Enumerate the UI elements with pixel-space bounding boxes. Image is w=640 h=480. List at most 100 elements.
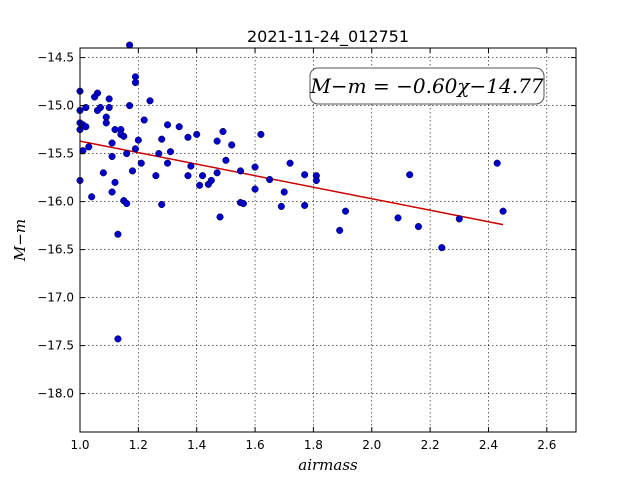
- data-point: [198, 172, 207, 180]
- data-point: [99, 169, 107, 177]
- data-point: [286, 159, 294, 167]
- data-points: [76, 41, 507, 343]
- y-axis-label: M−m: [11, 219, 29, 262]
- data-point: [79, 147, 87, 155]
- data-point: [91, 93, 99, 101]
- data-point: [216, 213, 224, 221]
- data-point: [105, 103, 113, 112]
- y-tick-label: −16.5: [37, 243, 74, 257]
- data-point: [213, 137, 221, 145]
- y-tick-label: −15.5: [37, 147, 74, 161]
- data-point: [341, 207, 350, 215]
- data-point: [108, 152, 116, 161]
- y-tick-label: −15.0: [37, 99, 74, 113]
- x-tick-label: 2.4: [479, 438, 498, 452]
- data-point: [251, 185, 259, 193]
- data-point: [102, 119, 110, 127]
- data-point: [406, 171, 414, 179]
- data-point: [146, 97, 154, 105]
- data-point: [213, 169, 221, 177]
- data-point: [108, 139, 116, 147]
- y-tick-label: −14.5: [37, 51, 74, 65]
- data-point: [438, 244, 446, 252]
- data-point: [251, 163, 259, 171]
- data-point: [111, 178, 119, 186]
- data-point: [114, 230, 122, 238]
- data-point: [120, 132, 128, 140]
- data-point: [493, 159, 501, 167]
- data-point: [114, 335, 122, 343]
- annotation-text: M−m = −0.60χ−14.77: [309, 74, 543, 98]
- data-point: [105, 95, 113, 103]
- y-axis-ticks: −14.5 −15.0 −15.5 −16.0 −16.5 −17.0 −17.5 −18.0: [37, 51, 576, 401]
- y-tick-label: −18.0: [37, 387, 74, 401]
- data-point: [196, 181, 204, 189]
- data-point: [88, 193, 96, 201]
- y-tick-label: −17.0: [37, 291, 74, 305]
- x-tick-label: 2.2: [421, 438, 440, 452]
- data-point: [414, 223, 422, 231]
- data-point: [219, 127, 227, 136]
- data-point: [280, 188, 288, 196]
- data-point: [184, 172, 192, 180]
- x-tick-label: 1.8: [304, 438, 323, 452]
- data-point: [108, 188, 116, 196]
- x-tick-label: 1.6: [246, 438, 265, 452]
- data-point: [301, 201, 309, 209]
- x-axis-label: airmass: [298, 456, 358, 474]
- data-point: [123, 199, 131, 208]
- data-point: [266, 175, 274, 184]
- data-point: [236, 167, 245, 175]
- x-tick-label: 1.2: [129, 438, 148, 452]
- data-point: [193, 130, 201, 138]
- data-point: [301, 171, 309, 179]
- data-point: [123, 150, 131, 158]
- data-point: [312, 176, 320, 185]
- fit-line: [79, 140, 504, 226]
- data-point: [128, 167, 137, 175]
- data-point: [131, 145, 139, 153]
- y-tick-label: −16.0: [37, 195, 74, 209]
- data-point: [85, 143, 93, 151]
- data-point: [175, 123, 183, 131]
- data-point: [257, 130, 265, 138]
- data-point: [455, 215, 463, 223]
- plot-frame: [79, 47, 577, 433]
- data-point: [137, 159, 145, 167]
- data-point: [131, 79, 139, 87]
- data-point: [126, 41, 134, 49]
- chart-title: 2021-11-24_012751: [247, 27, 409, 47]
- x-tick-label: 1.0: [70, 438, 89, 452]
- data-point: [82, 123, 90, 131]
- data-point: [228, 141, 236, 149]
- x-tick-label: 2.0: [362, 438, 381, 452]
- x-tick-label: 2.6: [537, 438, 556, 452]
- data-point: [187, 162, 195, 170]
- data-point: [158, 200, 166, 209]
- data-point: [163, 121, 172, 129]
- data-point: [222, 156, 230, 164]
- fit-line-group: [79, 140, 504, 226]
- data-point: [277, 202, 285, 210]
- data-point: [93, 106, 102, 114]
- data-point: [140, 116, 148, 124]
- data-point: [126, 102, 134, 110]
- data-point: [394, 214, 402, 222]
- data-point: [184, 133, 192, 141]
- data-point: [207, 176, 215, 185]
- data-point: [239, 199, 247, 208]
- data-point: [134, 136, 142, 144]
- x-axis-ticks: 1.0 1.2 1.4 1.6 1.8 2.0 2.2 2.4 2.6: [70, 48, 556, 452]
- data-point: [336, 226, 344, 234]
- data-point: [163, 159, 172, 167]
- y-tick-label: −17.5: [37, 339, 74, 353]
- data-point: [152, 172, 160, 180]
- x-tick-label: 1.4: [187, 438, 206, 452]
- fit-annotation: M−m = −0.60χ−14.77: [309, 67, 545, 105]
- data-point: [158, 135, 166, 143]
- annotation-box: [309, 67, 545, 105]
- data-point: [166, 148, 174, 156]
- grid: [79, 48, 576, 432]
- data-point: [155, 150, 163, 158]
